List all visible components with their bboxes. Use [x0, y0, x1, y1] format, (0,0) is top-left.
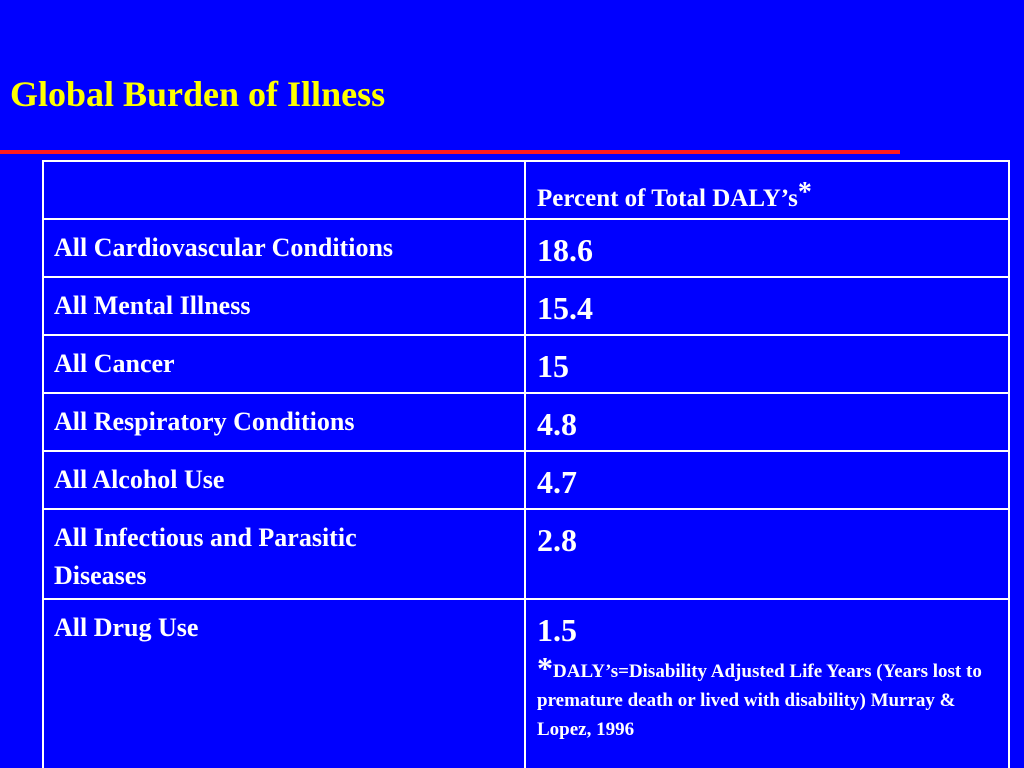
- header-asterisk-marker: *: [797, 177, 812, 208]
- daly-table: Percent of Total DALY’s* All Cardiovascu…: [42, 160, 1010, 768]
- condition-label: All Respiratory Conditions: [54, 407, 355, 436]
- percent-value: 15: [537, 348, 569, 384]
- table-header-row: Percent of Total DALY’s*: [42, 160, 1010, 220]
- header-cell-empty: [42, 160, 526, 220]
- table-footnote: *DALY’s=Disability Adjusted Life Years (…: [526, 650, 1008, 744]
- table-row: All Infectious and Parasitic Diseases 2.…: [42, 508, 1010, 600]
- header-col2-label: Percent of Total DALY’s: [537, 185, 798, 212]
- table-row: All Alcohol Use 4.7: [42, 450, 1010, 510]
- footnote-text: DALY’s=Disability Adjusted Life Years (Y…: [537, 661, 982, 740]
- title-underline-divider: [0, 150, 900, 154]
- percent-value: 4.8: [537, 406, 577, 442]
- table-row: All Cardiovascular Conditions 18.6: [42, 218, 1010, 278]
- condition-label: All Drug Use: [54, 613, 199, 642]
- condition-label: All Cancer: [54, 349, 175, 378]
- table-row: All Drug Use 1.5 *DALY’s=Disability Adju…: [42, 598, 1010, 768]
- table-row: All Respiratory Conditions 4.8: [42, 392, 1010, 452]
- table-row: All Cancer 15: [42, 334, 1010, 394]
- header-col1-label: [44, 162, 524, 171]
- percent-value: 1.5: [537, 612, 577, 648]
- table-row: All Mental Illness 15.4: [42, 276, 1010, 336]
- percent-value: 18.6: [537, 232, 593, 268]
- condition-label: All Cardiovascular Conditions: [54, 233, 394, 262]
- footnote-asterisk-marker: *: [537, 650, 553, 686]
- slide-title: Global Burden of Illness: [10, 74, 386, 114]
- percent-value: 2.8: [537, 522, 577, 558]
- header-cell-percent: Percent of Total DALY’s*: [524, 160, 1010, 220]
- condition-label: All Infectious and Parasitic Diseases: [54, 523, 357, 590]
- condition-label: All Mental Illness: [54, 291, 251, 320]
- percent-value: 15.4: [537, 290, 593, 326]
- percent-value: 4.7: [537, 464, 577, 500]
- condition-label: All Alcohol Use: [54, 465, 225, 494]
